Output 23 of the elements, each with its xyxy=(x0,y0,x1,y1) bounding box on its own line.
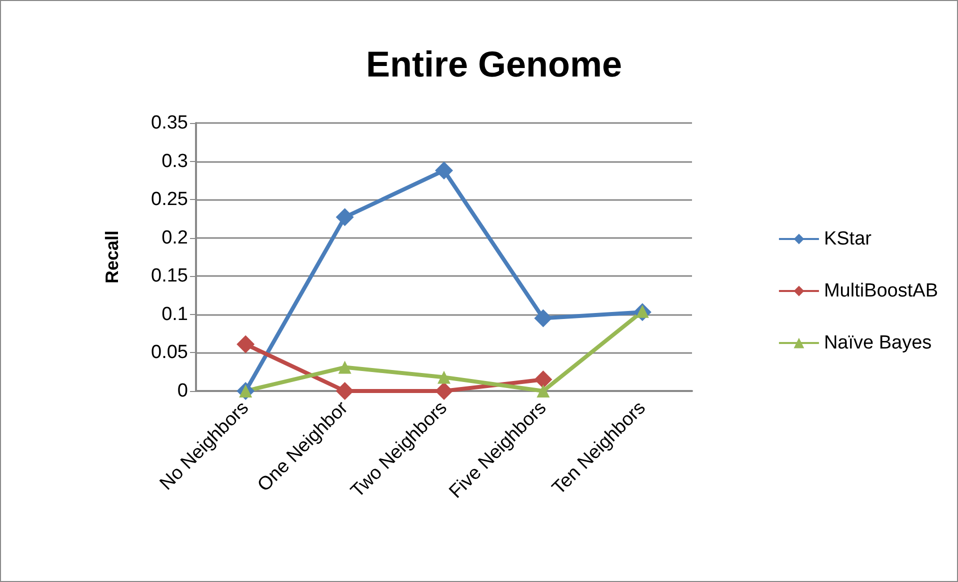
y-tick-label: 0.1 xyxy=(162,304,188,325)
chart-title: Entire Genome xyxy=(366,44,622,84)
legend-label: Naïve Bayes xyxy=(824,332,932,354)
point xyxy=(438,370,450,384)
point xyxy=(336,382,354,400)
point xyxy=(536,384,550,398)
point xyxy=(236,335,255,354)
point xyxy=(534,309,552,328)
y-axis-title: Recall xyxy=(102,230,122,284)
point xyxy=(336,208,354,226)
point xyxy=(534,370,552,389)
y-tick-label: 0.35 xyxy=(151,112,188,134)
y-tick-label: 0 xyxy=(177,380,188,402)
y-tick-label: 0.3 xyxy=(162,150,188,172)
y-tick-label: 0.05 xyxy=(151,342,188,364)
legend-label: KStar xyxy=(824,228,872,250)
y-tick-label: 0.2 xyxy=(162,227,188,248)
point xyxy=(435,382,453,400)
y-tick-label: 0.15 xyxy=(151,266,188,287)
point xyxy=(435,161,453,180)
legend-label: MultiBoostAB xyxy=(824,280,938,302)
y-tick-label: 0.25 xyxy=(151,189,188,210)
point xyxy=(338,360,352,374)
